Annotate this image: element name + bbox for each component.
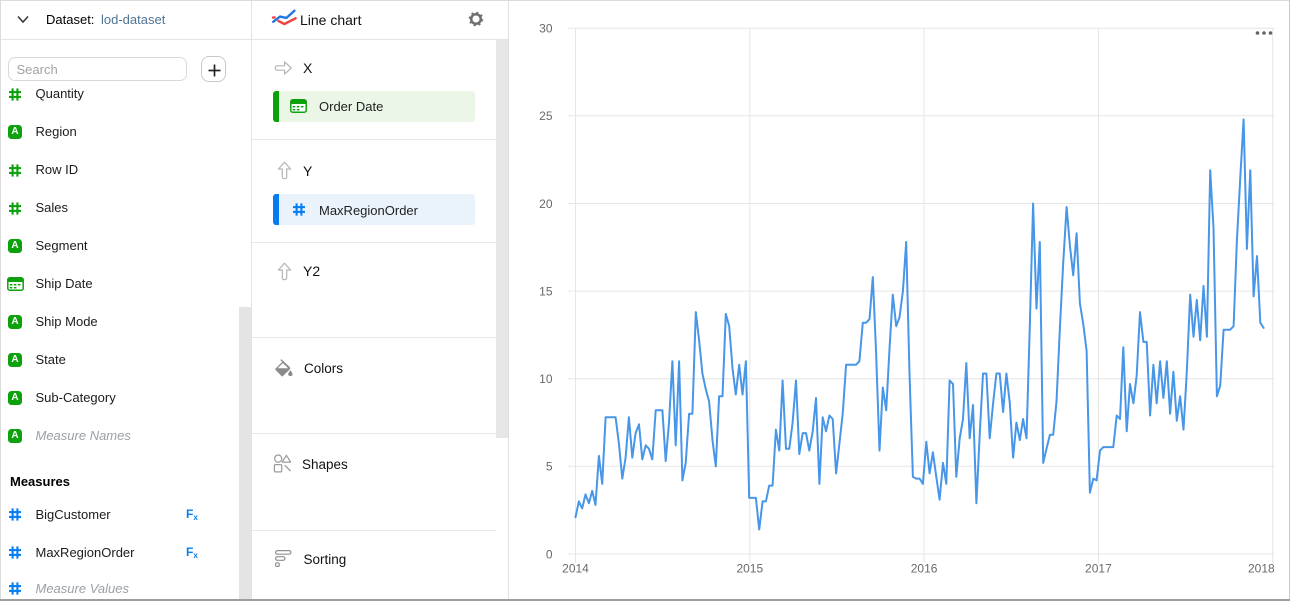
svg-text:30: 30 [539,22,553,36]
svg-text:2016: 2016 [911,562,938,576]
svg-text:15: 15 [539,285,553,299]
svg-text:25: 25 [539,109,553,123]
svg-text:10: 10 [539,372,553,386]
svg-text:0: 0 [546,547,553,561]
svg-text:20: 20 [539,197,553,211]
svg-text:2017: 2017 [1085,562,1112,576]
svg-text:2018: 2018 [1248,562,1275,576]
svg-text:5: 5 [546,460,553,474]
svg-text:2015: 2015 [736,562,763,576]
svg-text:2014: 2014 [562,562,589,576]
